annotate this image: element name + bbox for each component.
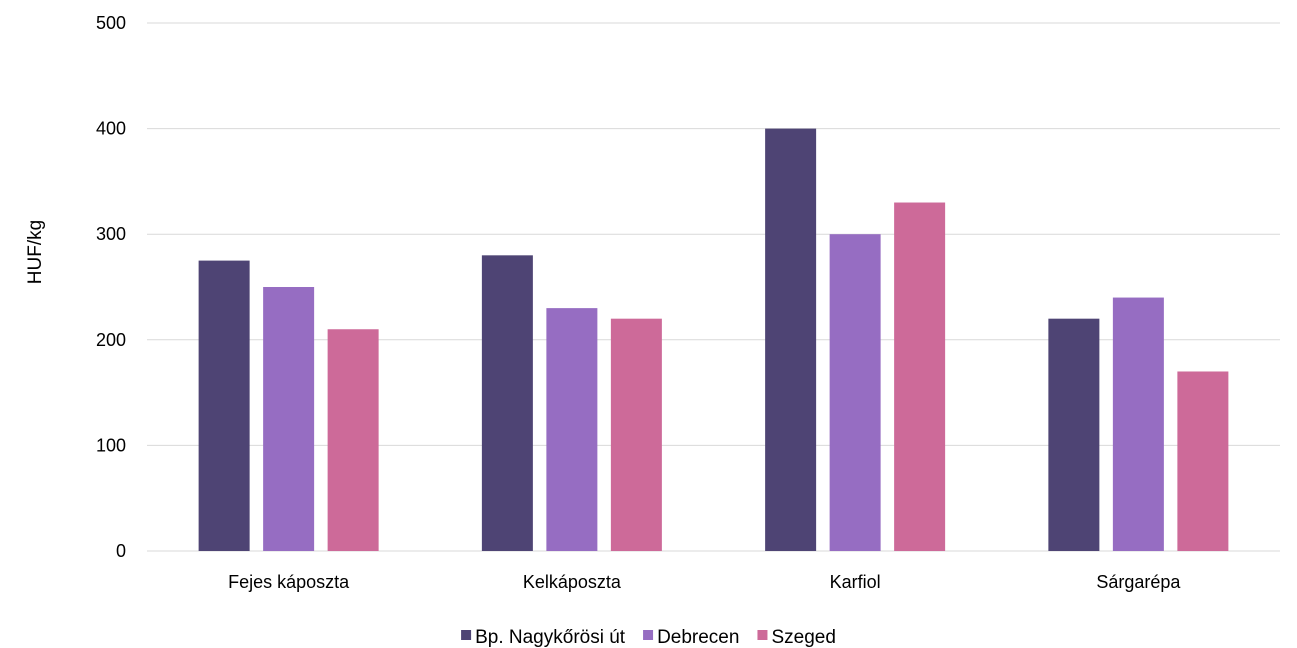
legend: Bp. Nagykőrösi út Debrecen Szeged xyxy=(461,627,836,648)
y-tick-label: 500 xyxy=(96,13,126,33)
bar xyxy=(546,308,598,551)
bar xyxy=(198,260,250,551)
legend-item: Debrecen xyxy=(643,627,739,648)
legend-swatch xyxy=(757,630,768,640)
legend-swatch xyxy=(461,630,472,640)
bar xyxy=(481,255,533,551)
y-axis-ticks: 0 100 200 300 400 500 xyxy=(96,13,126,561)
gridlines xyxy=(147,22,1280,552)
bar xyxy=(1177,371,1229,551)
legend-item: Szeged xyxy=(757,627,836,648)
bar xyxy=(829,234,881,551)
legend-label: Szeged xyxy=(771,627,835,648)
x-axis-ticks: Fejes káposzta Kelkáposzta Karfiol Sárgarép… xyxy=(228,572,1181,592)
x-tick-label: Kelkáposzta xyxy=(523,572,622,592)
bar xyxy=(1048,318,1100,551)
bar xyxy=(263,287,315,551)
bar xyxy=(610,318,662,551)
legend-label: Debrecen xyxy=(657,627,739,648)
y-axis-label: HUF/kg xyxy=(25,220,46,284)
y-tick-label: 100 xyxy=(96,435,126,455)
y-tick-label: 200 xyxy=(96,330,126,350)
x-tick-label: Sárgarépa xyxy=(1096,572,1181,592)
y-tick-label: 400 xyxy=(96,119,126,139)
y-tick-label: 300 xyxy=(96,224,126,244)
x-tick-label: Fejes káposzta xyxy=(228,572,350,592)
x-tick-label: Karfiol xyxy=(830,572,881,592)
legend-label: Bp. Nagykőrösi út xyxy=(475,627,626,648)
legend-swatch xyxy=(643,630,654,640)
y-tick-label: 0 xyxy=(116,541,126,561)
bar xyxy=(1112,297,1164,551)
bar xyxy=(894,202,946,551)
bar xyxy=(765,128,817,551)
bar xyxy=(327,329,379,551)
bars xyxy=(198,128,1229,551)
legend-item: Bp. Nagykőrösi út xyxy=(461,627,626,648)
